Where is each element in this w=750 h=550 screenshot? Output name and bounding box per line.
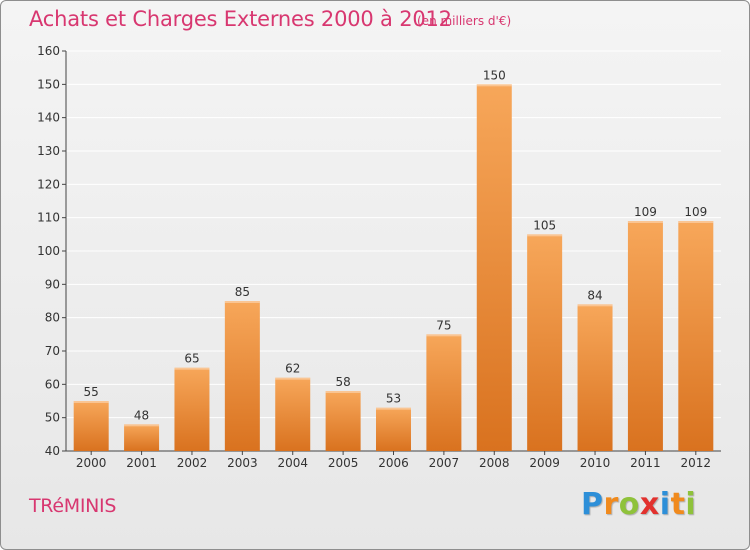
y-tick-label: 40	[45, 444, 60, 458]
data-label-2004: 62	[285, 362, 300, 376]
y-tick-label: 100	[37, 244, 60, 258]
data-label-2008: 150	[483, 68, 506, 82]
bar-highlight	[476, 84, 512, 87]
y-tick-labels: 40 50 60 70 80 90 100 110 120 130 140 150 160	[37, 44, 60, 458]
bar-2011	[627, 221, 663, 451]
y-tick-label: 130	[37, 144, 60, 158]
y-tick-label: 60	[45, 377, 60, 391]
data-label-2005: 58	[335, 375, 350, 389]
bar-2010	[577, 304, 613, 451]
y-tick-label: 110	[37, 211, 60, 225]
bar-2005	[325, 391, 361, 451]
data-label-2009: 105	[533, 218, 556, 232]
data-label-2000: 55	[84, 385, 99, 399]
logo-letter: o	[618, 487, 640, 522]
x-tick-label: 2000	[76, 456, 107, 470]
bar-highlight	[678, 221, 714, 223]
x-tick-label: 2005	[328, 456, 359, 470]
bar-highlight	[376, 407, 411, 410]
x-tick-label: 2011	[630, 456, 661, 470]
y-tick-label: 80	[45, 311, 60, 325]
y-tick-label: 90	[45, 277, 60, 291]
data-label-2012: 109	[684, 205, 707, 219]
bar-highlight	[73, 401, 109, 403]
bar-2002	[174, 367, 210, 451]
x-tick-label: 2008	[479, 456, 510, 470]
chart-title: Achats et Charges Externes 2000 à 2012	[29, 7, 452, 31]
y-tick-label: 50	[45, 411, 60, 425]
data-label-2001: 48	[134, 408, 149, 422]
logo-letter: i	[685, 487, 697, 522]
proxiti-logo: Proxiti	[581, 487, 696, 522]
y-tick-label: 70	[45, 344, 60, 358]
y-tick-label: 120	[37, 177, 60, 191]
data-label-2010: 84	[587, 288, 602, 302]
logo-letter: x	[639, 487, 660, 522]
bar-2007	[426, 334, 462, 451]
bar-highlight	[426, 334, 462, 337]
bar-highlight	[577, 304, 613, 307]
bar-2008	[476, 84, 512, 451]
data-label-2006: 53	[386, 392, 401, 406]
data-label-2002: 65	[184, 352, 199, 366]
bar-highlight	[527, 234, 563, 237]
x-tick-label: 2004	[277, 456, 308, 470]
x-tick-label: 2010	[580, 456, 611, 470]
y-tick-label: 140	[37, 111, 60, 125]
x-tick-label: 2003	[227, 456, 258, 470]
y-tick-label: 160	[37, 44, 60, 58]
data-label-2011: 109	[634, 205, 657, 219]
x-tick-label: 2012	[681, 456, 712, 470]
data-label-2007: 75	[436, 318, 451, 332]
bar-2001	[124, 424, 160, 451]
data-label-2003: 85	[235, 285, 250, 299]
bar-highlight	[627, 221, 663, 223]
logo-letter: P	[581, 487, 604, 522]
commune-name: TRéMINIS	[29, 495, 117, 517]
bar-highlight	[224, 301, 260, 303]
bar-2003	[224, 301, 260, 451]
x-tick-label: 2002	[177, 456, 208, 470]
bar-2009	[527, 234, 563, 451]
bar-highlight	[325, 391, 361, 393]
bar-highlight	[174, 367, 210, 370]
data-labels: 55 48 65 85 62 58 53 75 150 105 84 109 109	[84, 68, 708, 422]
y-tick-label: 150	[37, 77, 60, 91]
x-tick-labels: 2000 2001 2002 2003 2004 2005 2006 2007 2008 2009…	[76, 456, 711, 470]
bars	[73, 84, 714, 451]
bar-2006	[376, 407, 411, 451]
x-tick-label: 2001	[126, 456, 157, 470]
bar-2004	[275, 377, 311, 451]
bar-2012	[678, 221, 714, 451]
logo-letter: r	[603, 487, 619, 522]
logo-letter: t	[670, 487, 686, 522]
x-tick-label: 2006	[378, 456, 409, 470]
logo-letter: i	[659, 487, 671, 522]
bar-highlight	[275, 377, 311, 380]
bar-highlight	[124, 424, 160, 427]
x-tick-label: 2007	[429, 456, 460, 470]
x-tick-label: 2009	[529, 456, 560, 470]
chart-subtitle: (en milliers d'€)	[417, 14, 512, 28]
bar-2000	[73, 401, 109, 451]
